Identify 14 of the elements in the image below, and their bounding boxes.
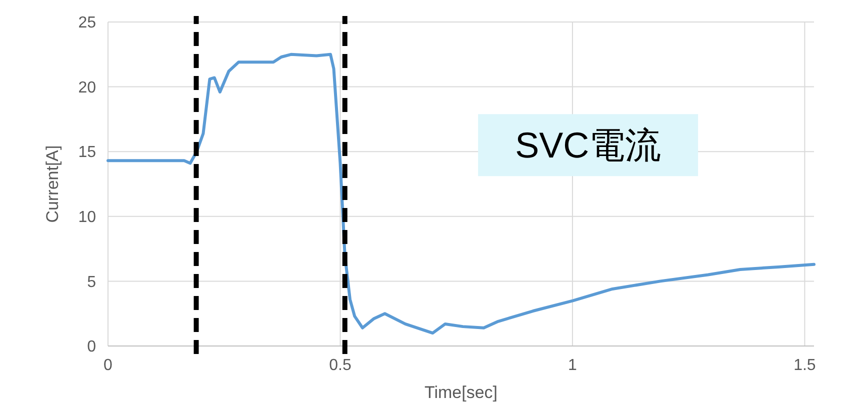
x-tick-label: 0.5 bbox=[329, 357, 352, 374]
x-axis-title: Time[sec] bbox=[424, 383, 498, 402]
y-axis-title: Current[A] bbox=[43, 145, 62, 223]
y-tick-label: 5 bbox=[87, 274, 96, 291]
y-tick-label: 10 bbox=[78, 209, 96, 226]
x-tick-label: 1 bbox=[568, 357, 578, 374]
line-series bbox=[106, 52, 816, 335]
annotation: SVC電流 bbox=[515, 124, 662, 166]
x-tick-label: 0 bbox=[104, 357, 113, 374]
y-tick-label: 20 bbox=[78, 79, 96, 96]
y-tick-label: 25 bbox=[78, 14, 96, 32]
y-tick-label: 0 bbox=[87, 338, 96, 356]
x-tick-label: 1.5 bbox=[794, 357, 816, 374]
y-tick-label: 15 bbox=[78, 144, 96, 162]
